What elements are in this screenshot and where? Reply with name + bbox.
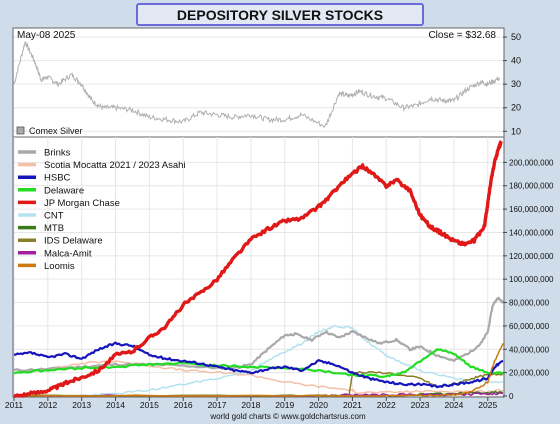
series-line-hsbc <box>13 341 504 389</box>
legend-label: Loomis <box>44 261 75 272</box>
legend-label: Brinks <box>44 148 71 159</box>
x-tick-label: 2022 <box>377 400 396 410</box>
legend-label: Malca-Amit <box>44 248 92 259</box>
stocks-y-tick-label: 20,000,000 <box>509 369 550 378</box>
stocks-y-tick-label: 180,000,000 <box>509 182 554 191</box>
price-panel <box>12 27 505 138</box>
stocks-y-tick-label: 160,000,000 <box>509 205 554 214</box>
legend-label: Scotia Mocatta 2021 / 2023 Asahi <box>44 160 186 171</box>
stocks-y-tick-label: 120,000,000 <box>509 252 554 261</box>
x-tick-label: 2014 <box>106 400 125 410</box>
price-y-tick-label: 10 <box>511 126 521 136</box>
date-label: May-08 2025 <box>17 30 76 41</box>
legend-label: IDS Delaware <box>44 236 103 247</box>
legend-label: JP Morgan Chase <box>44 198 120 209</box>
price-grid <box>14 36 507 132</box>
legend-label: Delaware <box>44 185 84 196</box>
x-tick-label: 2015 <box>140 400 159 410</box>
series-line-loomis <box>13 343 504 397</box>
stocks-y-tick-label: 80,000,000 <box>509 299 550 308</box>
legend-label: HSBC <box>44 173 71 184</box>
legend-label: MTB <box>44 223 64 234</box>
stocks-series <box>13 140 504 398</box>
series-line-scotia-mocatta-2021-2023-asahi <box>13 360 504 395</box>
x-tick-label: 2021 <box>343 400 362 410</box>
x-tick-label: 2013 <box>72 400 91 410</box>
series-line-comex-silver <box>13 41 501 129</box>
x-tick-label: 2019 <box>275 400 294 410</box>
x-tick-label: 2017 <box>208 400 227 410</box>
price-y-tick-label: 20 <box>511 103 521 113</box>
price-y-axis: 50 40 30 20 10 <box>511 32 521 136</box>
price-y-tick-label: 50 <box>511 32 521 42</box>
x-tick-label: 2012 <box>38 400 57 410</box>
close-label: Close = $32.68 <box>428 30 496 41</box>
x-tick-label: 2020 <box>309 400 328 410</box>
stocks-y-tick-label: 0 <box>509 392 514 401</box>
stocks-y-tick-label: 200,000,000 <box>509 158 554 167</box>
series-line-cnt <box>14 324 504 397</box>
x-tick-label: 2016 <box>174 400 193 410</box>
price-series <box>13 41 501 129</box>
price-y-tick-label: 40 <box>511 56 521 66</box>
stocks-y-axis: 200,000,000 180,000,000 160,000,000 140,000… <box>509 158 554 401</box>
stocks-y-tick-label: 60,000,000 <box>509 322 550 331</box>
title-banner <box>136 3 424 26</box>
stocks-y-tick-label: 140,000,000 <box>509 228 554 237</box>
x-tick-label: 2024 <box>444 400 463 410</box>
x-tick-label: 2025 <box>478 400 497 410</box>
series-line-jp-morgan-chase <box>13 140 503 398</box>
series-line-delaware <box>13 348 504 378</box>
stocks-panel <box>12 136 505 398</box>
x-tick-label: 2018 <box>241 400 260 410</box>
legend-swatch-comex <box>16 126 25 135</box>
chart-title: DEPOSITORY SILVER STOCKS <box>177 7 383 23</box>
x-tick-label: 2011 <box>5 400 24 410</box>
x-axis: 2011 2012 2013 2014 2015 2016 2017 2018 2019 2020… <box>5 397 497 410</box>
x-tick-label: 2023 <box>411 400 430 410</box>
stocks-y-tick-label: 40,000,000 <box>509 345 550 354</box>
legend-label-comex: Comex Silver <box>29 126 83 136</box>
stocks-y-tick-label: 100,000,000 <box>509 275 554 284</box>
legend-label: CNT <box>44 211 64 222</box>
price-y-tick-label: 30 <box>511 79 521 89</box>
footer-credit: world gold charts © www.goldchartsrus.co… <box>209 412 366 421</box>
